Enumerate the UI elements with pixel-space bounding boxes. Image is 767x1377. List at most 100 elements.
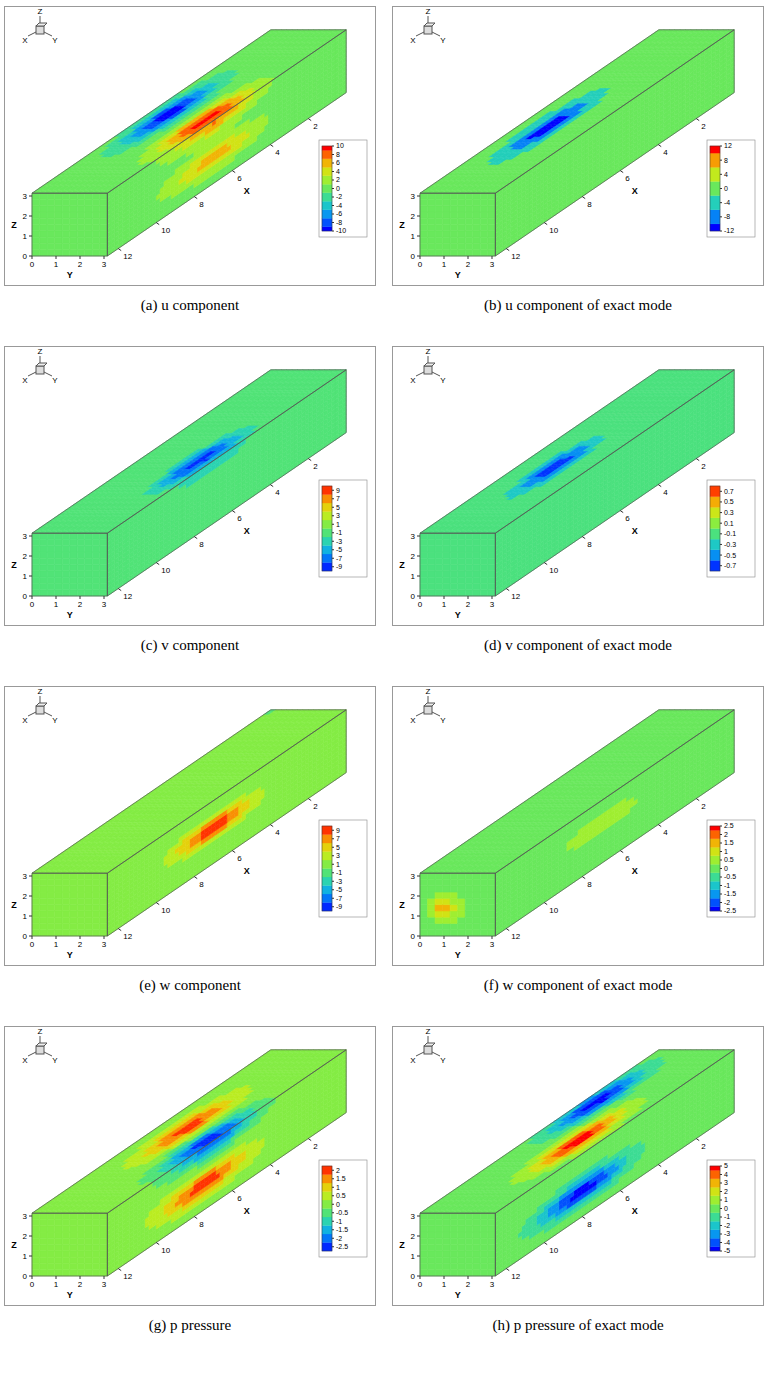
svg-text:12: 12	[123, 592, 132, 601]
svg-text:0: 0	[23, 1272, 28, 1281]
svg-text:1: 1	[442, 260, 447, 269]
svg-text:0: 0	[418, 1280, 423, 1289]
svg-text:Z: Z	[38, 347, 43, 356]
svg-text:Z: Z	[399, 900, 405, 910]
svg-text:(a) u component: (a) u component	[141, 297, 240, 314]
svg-text:3: 3	[490, 1280, 495, 1289]
svg-text:1: 1	[23, 1252, 28, 1261]
svg-text:-3: -3	[336, 878, 342, 885]
svg-text:Y: Y	[440, 716, 446, 725]
svg-text:6: 6	[625, 514, 630, 523]
svg-text:0: 0	[411, 1272, 416, 1281]
svg-text:2: 2	[78, 1280, 83, 1289]
svg-text:Y: Y	[52, 376, 58, 385]
svg-text:0: 0	[23, 592, 28, 601]
svg-text:2: 2	[23, 892, 28, 901]
svg-text:(e) w component: (e) w component	[139, 977, 241, 994]
svg-text:X: X	[632, 866, 638, 876]
svg-text:0.1: 0.1	[724, 520, 734, 527]
svg-text:-5: -5	[724, 1247, 730, 1254]
svg-text:0: 0	[724, 1205, 728, 1212]
svg-text:4: 4	[663, 148, 668, 157]
svg-text:10: 10	[549, 566, 558, 575]
svg-text:8: 8	[587, 1220, 592, 1229]
svg-text:0.5: 0.5	[724, 498, 734, 505]
svg-text:0.7: 0.7	[724, 488, 734, 495]
svg-text:Z: Z	[399, 220, 405, 230]
svg-text:-10: -10	[336, 227, 346, 234]
svg-text:1: 1	[54, 1280, 59, 1289]
svg-text:1: 1	[411, 232, 416, 241]
svg-text:6: 6	[625, 854, 630, 863]
svg-text:-7: -7	[336, 895, 342, 902]
svg-text:8: 8	[724, 157, 728, 164]
svg-text:4: 4	[275, 828, 280, 837]
svg-text:10: 10	[549, 226, 558, 235]
svg-text:1: 1	[442, 1280, 447, 1289]
svg-text:0: 0	[724, 865, 728, 872]
svg-text:0.5: 0.5	[336, 1192, 346, 1199]
svg-text:3: 3	[411, 532, 416, 541]
svg-text:3: 3	[23, 1212, 28, 1221]
svg-text:2: 2	[701, 122, 706, 131]
svg-text:Z: Z	[399, 1240, 405, 1250]
svg-text:X: X	[244, 186, 250, 196]
svg-text:X: X	[244, 866, 250, 876]
svg-text:8: 8	[199, 540, 204, 549]
svg-text:0: 0	[30, 600, 35, 609]
svg-text:X: X	[244, 526, 250, 536]
svg-text:2: 2	[724, 1188, 728, 1195]
svg-text:3: 3	[490, 600, 495, 609]
svg-text:1: 1	[54, 940, 59, 949]
svg-text:2: 2	[23, 1232, 28, 1241]
svg-text:1: 1	[336, 861, 340, 868]
svg-text:Z: Z	[11, 1240, 17, 1250]
svg-text:1.5: 1.5	[724, 839, 734, 846]
svg-text:0: 0	[411, 932, 416, 941]
svg-text:X: X	[632, 526, 638, 536]
svg-text:-8: -8	[336, 219, 342, 226]
svg-text:3: 3	[23, 532, 28, 541]
svg-text:0: 0	[30, 1280, 35, 1289]
svg-text:1: 1	[54, 260, 59, 269]
svg-text:4: 4	[724, 171, 728, 178]
svg-text:8: 8	[336, 151, 340, 158]
svg-text:1.5: 1.5	[336, 1175, 346, 1182]
svg-text:2: 2	[78, 600, 83, 609]
svg-text:Y: Y	[440, 376, 446, 385]
svg-text:-0.5: -0.5	[724, 873, 736, 880]
svg-text:Y: Y	[455, 610, 461, 620]
svg-text:3: 3	[102, 940, 107, 949]
svg-text:8: 8	[587, 540, 592, 549]
svg-text:1: 1	[336, 521, 340, 528]
svg-text:X: X	[632, 1206, 638, 1216]
svg-text:7: 7	[336, 835, 340, 842]
svg-text:5: 5	[336, 504, 340, 511]
svg-text:0: 0	[411, 252, 416, 261]
svg-text:3: 3	[411, 1212, 416, 1221]
svg-text:2: 2	[466, 940, 471, 949]
svg-text:Z: Z	[426, 7, 431, 16]
svg-text:10: 10	[161, 1246, 170, 1255]
svg-text:-1.5: -1.5	[724, 890, 736, 897]
svg-text:X: X	[22, 376, 28, 385]
svg-text:-1: -1	[336, 529, 342, 536]
svg-text:0: 0	[23, 252, 28, 261]
svg-text:2: 2	[701, 802, 706, 811]
svg-text:(c) v component: (c) v component	[141, 637, 240, 654]
svg-text:2: 2	[701, 1142, 706, 1151]
svg-text:X: X	[410, 1056, 416, 1065]
svg-text:2: 2	[724, 831, 728, 838]
svg-text:X: X	[22, 36, 28, 45]
svg-text:Z: Z	[38, 7, 43, 16]
svg-text:-5: -5	[336, 546, 342, 553]
svg-text:3: 3	[102, 1280, 107, 1289]
svg-text:Y: Y	[67, 1290, 73, 1300]
svg-text:1: 1	[54, 600, 59, 609]
svg-text:0: 0	[418, 600, 423, 609]
svg-text:Y: Y	[52, 1056, 58, 1065]
svg-text:1: 1	[724, 848, 728, 855]
svg-text:-0.5: -0.5	[724, 552, 736, 559]
svg-text:2: 2	[411, 212, 416, 221]
svg-text:0: 0	[336, 185, 340, 192]
